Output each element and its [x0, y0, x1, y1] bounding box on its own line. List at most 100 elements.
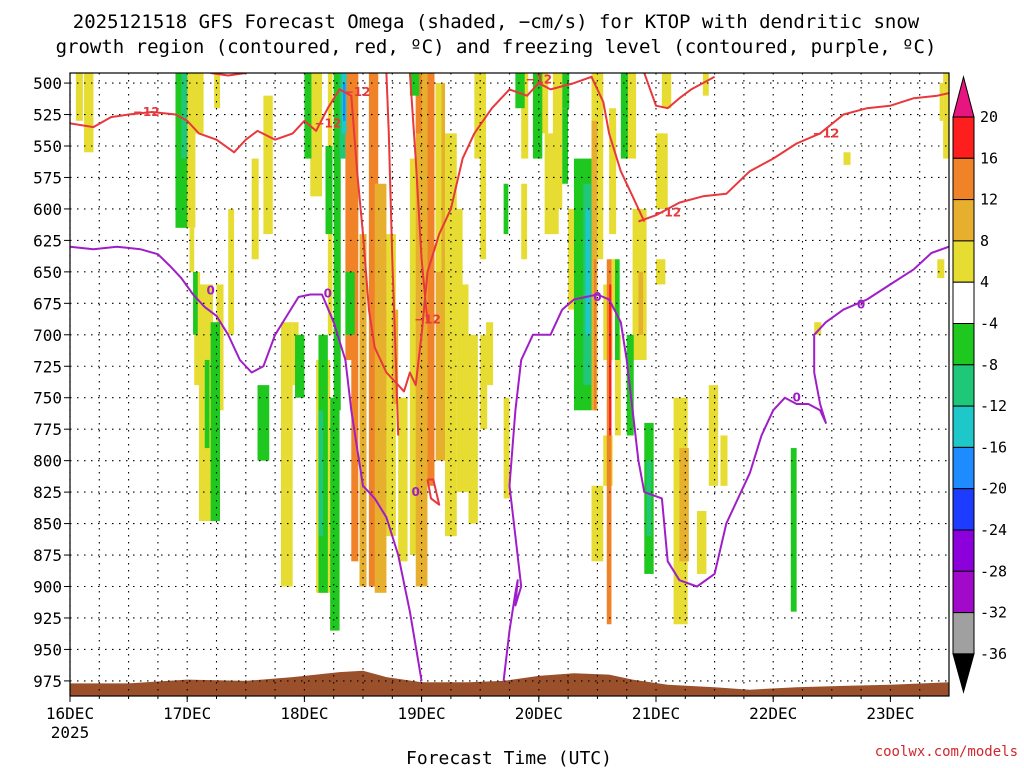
omega-cell: [204, 359, 210, 449]
omega-cell: [937, 259, 945, 279]
omega-cell: [257, 385, 270, 461]
x-axis-label: Forecast Time (UTC): [406, 748, 612, 768]
omega-cell: [609, 108, 617, 235]
omega-cell: [614, 259, 620, 360]
omega-cell: [503, 183, 509, 235]
y-axis-ticks: 500 525 550 575 600 625 650 675 700 725 750 775 800 8…: [33, 74, 70, 691]
omega-cell: [251, 158, 259, 260]
omega-cell: [562, 73, 570, 109]
colorbar-top-arrow: [952, 75, 975, 118]
dgz-contour-label: −12: [654, 206, 681, 220]
omega-cell: [435, 83, 442, 272]
omega-cell: [552, 73, 563, 209]
omega-cell: [661, 73, 672, 109]
omega-cell: [702, 73, 709, 96]
y-tick-label: 800: [33, 452, 62, 471]
omega-cell: [310, 73, 322, 197]
omega-cell: [597, 73, 604, 260]
omega-cell: [304, 73, 312, 159]
omega-cell: [325, 145, 333, 235]
x-tick-label: 17DEC: [163, 704, 211, 723]
y-tick-label: 700: [33, 326, 62, 345]
omega-cell: [638, 271, 644, 335]
dgz-contour-label: −12: [414, 313, 441, 327]
colorbar-swatch: [952, 529, 975, 572]
colorbar-swatch: [952, 199, 975, 242]
colorbar-swatch: [952, 446, 975, 490]
omega-cell: [295, 334, 305, 398]
dgz-contour-label: −12: [133, 105, 160, 119]
y-tick-label: 550: [33, 137, 62, 156]
colorbar-swatch: [952, 240, 975, 283]
colorbar-swatch: [952, 281, 975, 325]
dgz-contour: [70, 75, 646, 393]
omega-cell: [943, 73, 949, 159]
colorbar: 20 16 12 8 4 -4 -8 -12 -16 -20 -24 -28 -32 -36: [952, 75, 1007, 694]
omega-cell: [343, 83, 346, 121]
freezing-contour: [70, 245, 423, 682]
omega-cell: [409, 158, 420, 556]
omega-cell: [333, 73, 341, 411]
colorbar-label: -28: [980, 562, 1007, 580]
dgz-contour: [385, 73, 400, 436]
omega-cell: [468, 334, 478, 524]
dgz-contour-label: −12: [813, 126, 840, 140]
colorbar-swatch: [952, 323, 975, 366]
freezing-contour-label: 0: [206, 284, 214, 298]
omega-cell: [189, 227, 195, 272]
freezing-contour-label: 0: [593, 290, 601, 304]
contour-labels: −12 −12 −12 −12 −12 −12 −12 0 0 0 0 0 0: [133, 72, 865, 499]
omega-cell: [521, 183, 528, 260]
x-tick-label: 21DEC: [632, 704, 680, 723]
omega-cell: [843, 152, 851, 165]
contours: [70, 73, 949, 682]
omega-cell: [456, 284, 469, 493]
omega-cell: [280, 322, 293, 587]
y-tick-label: 825: [33, 483, 62, 502]
omega-cell: [445, 259, 457, 537]
y-tick-label: 500: [33, 74, 62, 93]
omega-cell: [656, 259, 666, 285]
omega-cell: [318, 410, 324, 537]
freezing-contour-label: 0: [324, 286, 332, 300]
colorbar-label: -20: [980, 480, 1007, 498]
omega-cell: [538, 73, 549, 134]
chart-title-line1: 2025121518 GFS Forecast Omega (shaded, −…: [73, 11, 920, 33]
colorbar-label: -12: [980, 397, 1007, 415]
omega-cell: [486, 322, 494, 386]
omega-cell: [386, 234, 396, 537]
omega-cell: [790, 448, 797, 612]
freezing-contour-label: 0: [857, 298, 865, 312]
colorbar-swatch: [952, 488, 975, 531]
credit-link[interactable]: coolwx.com/models: [875, 744, 1018, 760]
omega-cell: [606, 259, 612, 625]
colorbar-label: -8: [980, 356, 998, 374]
x-tick-label: 23DEC: [866, 704, 914, 723]
freezing-contour: [502, 245, 949, 682]
dgz-contour-label: −12: [525, 72, 552, 86]
omega-cell: [814, 322, 822, 335]
dgz-contour-label: −12: [344, 85, 371, 99]
omega-cell: [427, 73, 435, 486]
colorbar-swatch: [952, 405, 975, 448]
omega-cell: [374, 183, 387, 593]
y-tick-label: 625: [33, 231, 62, 250]
y-tick-label: 650: [33, 263, 62, 282]
omega-shading: [75, 73, 949, 631]
omega-cell: [214, 73, 221, 109]
colorbar-label: 4: [980, 273, 989, 291]
dgz-contour: [210, 73, 246, 77]
colorbar-label: -24: [980, 521, 1007, 539]
colorbar-label: 16: [980, 149, 998, 167]
dgz-contour: [426, 478, 441, 506]
omega-cell: [345, 73, 355, 360]
chart-title-line2: growth region (contoured, red, ºC) and f…: [56, 36, 937, 58]
y-tick-label: 775: [33, 420, 62, 439]
y-tick-label: 750: [33, 389, 62, 408]
dgz-contour: [643, 73, 716, 110]
omega-cell: [626, 73, 637, 159]
y-tick-label: 925: [33, 609, 62, 628]
omega-cell: [620, 73, 628, 159]
